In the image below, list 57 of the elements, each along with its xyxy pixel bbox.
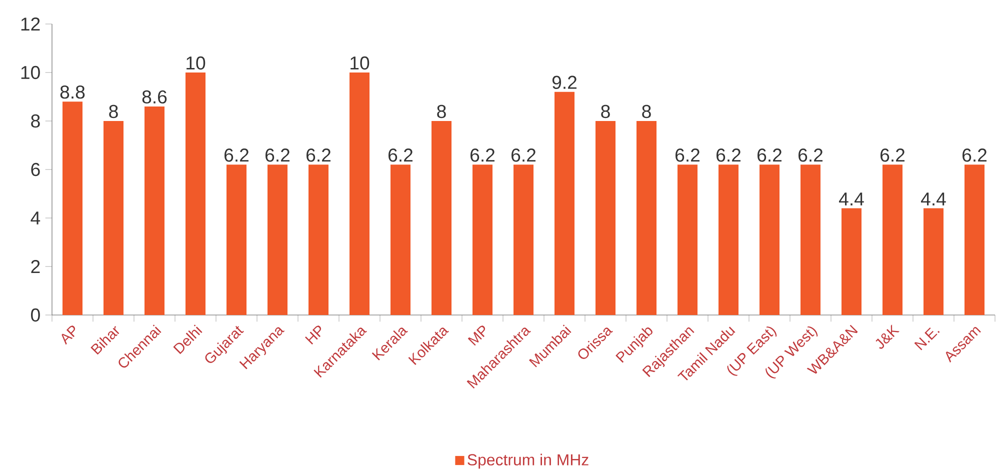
bar — [308, 164, 328, 315]
y-tick-label: 10 — [21, 66, 40, 80]
bar — [390, 164, 411, 315]
bar — [596, 121, 616, 315]
bar — [718, 164, 739, 315]
data-label: 8 — [642, 104, 651, 118]
data-label: 9.2 — [552, 76, 577, 89]
bar — [186, 72, 206, 315]
data-label: 8.6 — [142, 90, 167, 104]
bar — [268, 164, 288, 315]
data-label: 8 — [601, 104, 610, 118]
data-label: 6.2 — [758, 148, 782, 162]
y-tick-label: 8 — [31, 114, 40, 128]
data-label: 8 — [109, 104, 118, 118]
bar — [760, 164, 780, 315]
bar — [104, 121, 124, 315]
data-label: 6.2 — [388, 148, 413, 162]
bar — [882, 164, 903, 315]
x-tick-label: AP — [62, 326, 76, 345]
y-tick-label: 12 — [21, 17, 40, 30]
data-label: 6.2 — [266, 148, 290, 162]
bar — [554, 92, 575, 315]
bar — [350, 72, 370, 315]
bar — [514, 164, 534, 315]
data-label: 6.2 — [716, 148, 741, 162]
bar — [964, 164, 985, 315]
y-tick-label: 2 — [31, 260, 40, 273]
bar — [472, 164, 493, 315]
data-label: 10 — [350, 56, 370, 70]
x-tick-label: N.E. — [914, 327, 940, 350]
data-label: 10 — [186, 56, 206, 70]
bar — [842, 208, 862, 315]
data-label: 6.2 — [306, 148, 331, 162]
bar — [636, 121, 657, 315]
bar — [144, 106, 164, 315]
bar — [678, 164, 698, 315]
y-tick-label: 6 — [31, 162, 40, 176]
data-label: 6.2 — [512, 148, 536, 162]
data-label: 4.4 — [921, 192, 946, 206]
bar — [62, 102, 82, 315]
y-tick-label: 4 — [30, 212, 40, 224]
bar — [800, 164, 821, 315]
data-label: 4.4 — [838, 192, 864, 206]
data-label: 6.2 — [798, 148, 823, 162]
bar — [226, 164, 246, 315]
data-label: 8 — [437, 104, 446, 118]
data-label: 6.2 — [470, 148, 495, 162]
data-label: 6.2 — [962, 148, 987, 162]
bar — [924, 208, 944, 315]
bar — [432, 121, 452, 315]
data-label: 6.2 — [880, 148, 905, 162]
x-tick-label: J&K — [876, 324, 900, 349]
legend-label: Spectrum in MHz — [468, 454, 588, 469]
data-label: 8.8 — [60, 85, 85, 99]
y-tick-label: 0 — [31, 308, 40, 322]
data-label: 6.2 — [676, 148, 700, 162]
data-label: 6.2 — [224, 148, 248, 162]
